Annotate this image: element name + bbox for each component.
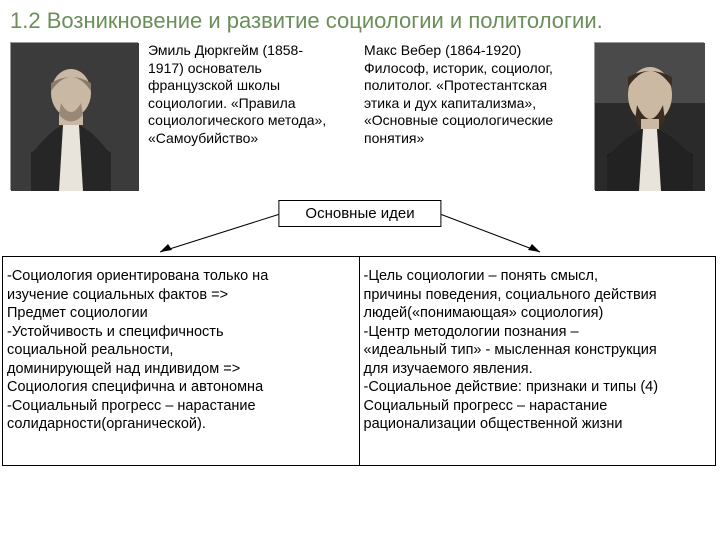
ideas-row: -Социология ориентирована только на изуч… <box>0 256 720 466</box>
weber-block: Макс Вебер (1864-1920) Философ, историк,… <box>364 42 710 190</box>
durkheim-photo <box>10 42 138 190</box>
page-title: 1.2 Возникновение и развитие социологии … <box>0 0 720 38</box>
main-ideas-label: Основные идеи <box>278 200 441 227</box>
durkheim-block: Эмиль Дюркгейм (1858-1917) основатель фр… <box>10 42 356 190</box>
weber-photo <box>594 42 704 190</box>
durkheim-text: Эмиль Дюркгейм (1858-1917) основатель фр… <box>148 42 338 190</box>
connector-area: Основные идеи <box>0 196 720 256</box>
durkheim-ideas: -Социология ориентирована только на изуч… <box>2 256 359 466</box>
weber-ideas: -Цель социологии – понять смысл, причины… <box>359 256 717 466</box>
weber-text: Макс Вебер (1864-1920) Философ, историк,… <box>364 42 584 190</box>
persons-row: Эмиль Дюркгейм (1858-1917) основатель фр… <box>0 38 720 190</box>
